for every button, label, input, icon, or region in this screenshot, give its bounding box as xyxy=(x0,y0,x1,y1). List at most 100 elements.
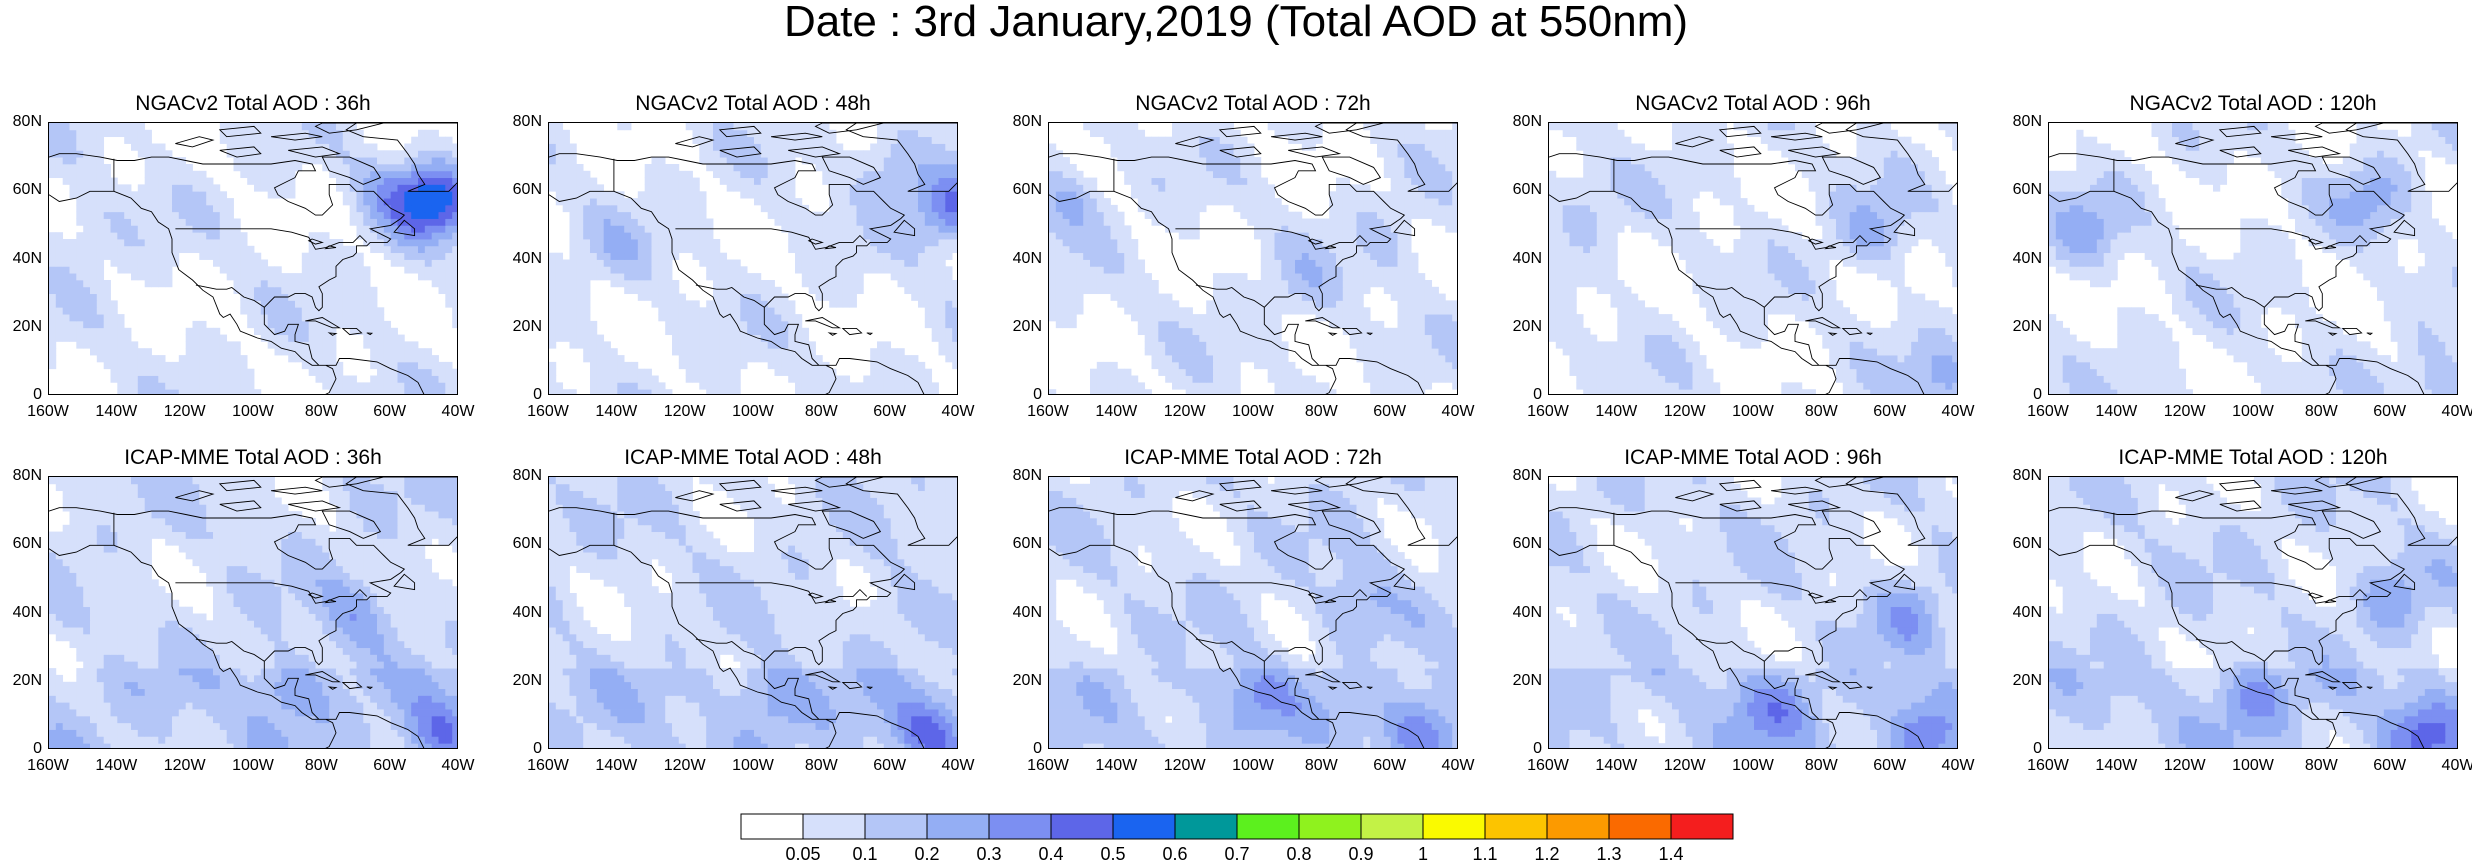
lat-tick-label: 80N xyxy=(1502,113,1542,131)
lon-tick-label: 80W xyxy=(1805,757,1838,775)
lon-tick-label: 140W xyxy=(1095,757,1137,775)
lat-tick-label: 80N xyxy=(2,467,42,485)
lat-tick-label: 0 xyxy=(502,386,542,404)
lat-tick-label: 80N xyxy=(1002,113,1042,131)
lat-tick-label: 20N xyxy=(1502,672,1542,690)
lon-tick-label: 60W xyxy=(1873,757,1906,775)
lat-tick-label: 20N xyxy=(1502,318,1542,336)
colorbar-swatch xyxy=(865,814,927,839)
lon-tick-label: 120W xyxy=(1164,757,1206,775)
panel-title: ICAP-MME Total AOD : 36h xyxy=(124,446,382,470)
lat-tick-label: 40N xyxy=(502,604,542,622)
lat-tick-label: 0 xyxy=(2002,740,2042,758)
lat-tick-label: 40N xyxy=(1002,250,1042,268)
lat-tick-label: 60N xyxy=(2002,535,2042,553)
map-canvas xyxy=(1549,477,1958,749)
lat-tick-label: 40N xyxy=(502,250,542,268)
island-coast xyxy=(2343,328,2362,334)
lon-tick-label: 60W xyxy=(373,403,406,421)
lon-tick-label: 160W xyxy=(527,403,569,421)
lon-tick-label: 60W xyxy=(1873,403,1906,421)
panel-title: NGACv2 Total AOD : 96h xyxy=(1635,92,1870,116)
aod-map-icap-mme-48h xyxy=(548,476,958,749)
lon-tick-label: 120W xyxy=(164,403,206,421)
lon-tick-label: 160W xyxy=(2027,403,2069,421)
island-coast xyxy=(805,318,839,328)
island-coast xyxy=(867,333,872,335)
colorbar-swatch xyxy=(1671,814,1733,839)
lon-tick-label: 80W xyxy=(2305,403,2338,421)
lat-tick-label: 20N xyxy=(2002,672,2042,690)
lon-tick-label: 160W xyxy=(527,757,569,775)
lon-tick-label: 100W xyxy=(1232,403,1274,421)
lon-tick-label: 140W xyxy=(595,757,637,775)
lat-tick-label: 80N xyxy=(502,113,542,131)
lat-tick-label: 20N xyxy=(1002,318,1042,336)
island-coast xyxy=(175,137,213,147)
lon-tick-label: 40W xyxy=(942,403,975,421)
panel-title: ICAP-MME Total AOD : 72h xyxy=(1124,446,1382,470)
lon-tick-label: 140W xyxy=(95,403,137,421)
island-coast xyxy=(271,487,322,494)
colorbar-swatch xyxy=(1175,814,1237,839)
aod-map-ngacv2-120h xyxy=(2048,122,2458,395)
lon-tick-label: 160W xyxy=(27,403,69,421)
lat-tick-label: 20N xyxy=(1002,672,1042,690)
lat-tick-label: 0 xyxy=(1502,386,1542,404)
lat-tick-label: 40N xyxy=(2,250,42,268)
lon-tick-label: 140W xyxy=(2095,403,2137,421)
lon-tick-label: 40W xyxy=(442,757,475,775)
lon-tick-label: 60W xyxy=(1373,403,1406,421)
lat-tick-label: 60N xyxy=(502,181,542,199)
lon-tick-label: 120W xyxy=(2164,403,2206,421)
lon-tick-label: 40W xyxy=(1942,757,1975,775)
aod-map-icap-mme-36h xyxy=(48,476,458,749)
lat-tick-label: 0 xyxy=(1002,386,1042,404)
lat-tick-label: 20N xyxy=(502,672,542,690)
lon-tick-label: 60W xyxy=(2373,757,2406,775)
lon-tick-label: 120W xyxy=(664,403,706,421)
lon-tick-label: 120W xyxy=(1664,403,1706,421)
lon-tick-label: 100W xyxy=(232,403,274,421)
lat-tick-label: 80N xyxy=(2002,113,2042,131)
lon-tick-label: 160W xyxy=(2027,757,2069,775)
colorbar-swatch xyxy=(1051,814,1113,839)
lon-tick-label: 120W xyxy=(164,757,206,775)
island-coast xyxy=(829,333,836,335)
lon-tick-label: 80W xyxy=(305,403,338,421)
aod-map-icap-mme-120h xyxy=(2048,476,2458,749)
lat-tick-label: 20N xyxy=(502,318,542,336)
lon-tick-label: 160W xyxy=(1027,757,1069,775)
lon-tick-label: 100W xyxy=(1732,757,1774,775)
lat-tick-label: 20N xyxy=(2,318,42,336)
lat-tick-label: 60N xyxy=(2,181,42,199)
colorbar-swatch xyxy=(1299,814,1361,839)
lat-tick-label: 80N xyxy=(502,467,542,485)
colorbar-swatch xyxy=(989,814,1051,839)
map-canvas xyxy=(1049,477,1458,749)
aod-map-icap-mme-96h xyxy=(1548,476,1958,749)
lat-tick-label: 60N xyxy=(1002,181,1042,199)
map-canvas xyxy=(549,123,958,395)
map-canvas xyxy=(2049,477,2458,749)
lon-tick-label: 40W xyxy=(1942,403,1975,421)
lat-tick-label: 40N xyxy=(1502,250,1542,268)
colorbar-swatch xyxy=(1485,814,1547,839)
lon-tick-label: 100W xyxy=(2232,403,2274,421)
colorbar-swatch xyxy=(1423,814,1485,839)
lon-tick-label: 80W xyxy=(805,757,838,775)
lon-tick-label: 80W xyxy=(1305,403,1338,421)
lon-tick-label: 40W xyxy=(2442,403,2472,421)
lat-tick-label: 80N xyxy=(1002,467,1042,485)
figure-title: Date : 3rd January,2019 (Total AOD at 55… xyxy=(0,0,2472,44)
island-coast xyxy=(1322,157,1380,184)
lon-tick-label: 40W xyxy=(1442,403,1475,421)
panel-title: NGACv2 Total AOD : 120h xyxy=(2129,92,2376,116)
lon-tick-label: 160W xyxy=(1027,403,1069,421)
lat-tick-label: 20N xyxy=(2002,318,2042,336)
aod-map-ngacv2-96h xyxy=(1548,122,1958,395)
aod-map-ngacv2-48h xyxy=(548,122,958,395)
lat-tick-label: 40N xyxy=(1002,604,1042,622)
lat-tick-label: 60N xyxy=(1502,181,1542,199)
lon-tick-label: 80W xyxy=(1805,403,1838,421)
